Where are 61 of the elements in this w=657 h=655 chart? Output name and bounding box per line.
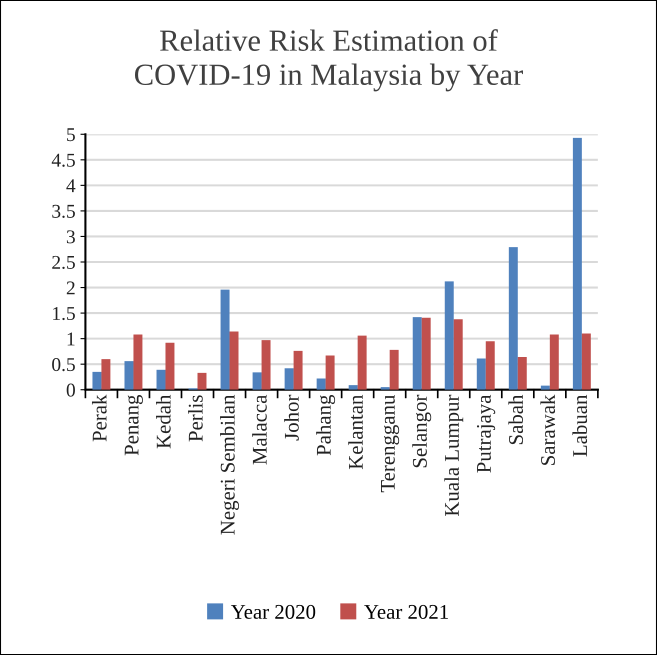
x-tick-label: Selangor: [412, 394, 432, 468]
bar: [156, 370, 166, 390]
bar: [92, 372, 102, 390]
bar: [508, 247, 518, 390]
x-tick-label: Pahang: [316, 394, 336, 456]
x-tick-label: Sarawak: [540, 394, 556, 465]
y-tick-label: 2: [66, 281, 75, 294]
x-tick-label: Perlis: [188, 395, 203, 442]
bar: [390, 350, 399, 390]
bar: [165, 342, 174, 390]
bar: [486, 341, 495, 390]
bar: [444, 281, 454, 390]
y-tick-label: 0: [66, 384, 75, 397]
bar: [133, 334, 142, 390]
bar: [582, 334, 591, 390]
legend-label: Year 2021: [364, 604, 448, 619]
bar: [348, 385, 358, 390]
x-tick-label: Negeri Sembilan: [220, 394, 240, 535]
y-tick-label: 1.5: [53, 307, 75, 320]
y-tick-label: 4: [66, 179, 76, 192]
bar: [230, 331, 239, 390]
bar: [572, 138, 582, 390]
y-tick-label: 1: [68, 332, 75, 346]
y-tick-label: 4.5: [52, 154, 75, 167]
y-tick-label: 2.5: [52, 256, 75, 270]
x-tick-label: Terengganu: [380, 394, 400, 492]
bar: [284, 368, 294, 390]
x-tick-label: Penang: [124, 394, 143, 456]
bar: [358, 336, 367, 390]
y-tick-label: 5: [67, 128, 75, 142]
x-tick-label: Labuan: [572, 394, 588, 456]
x-tick-label: Johor: [284, 394, 299, 440]
y-tick-label: 3.5: [52, 204, 75, 218]
bar: [476, 358, 486, 390]
bar: [252, 372, 262, 390]
legend-label: Year 2020: [230, 604, 316, 619]
x-tick-label: Putrajaya: [476, 394, 496, 473]
bar: [540, 386, 550, 390]
bar: [454, 319, 463, 390]
x-tick-label: Kedah: [156, 394, 171, 448]
bar: [101, 359, 110, 390]
bar: [412, 317, 422, 390]
bar: [220, 290, 230, 390]
bar: [316, 378, 326, 390]
bar: [262, 340, 271, 390]
chart-title: Relative Risk Estimation of COVID-19 in Malaysia by Year: [134, 29, 523, 92]
bar: [518, 357, 527, 390]
bar: [326, 355, 335, 390]
y-tick-label: 0.5: [52, 358, 75, 372]
x-tick-label: Kelantan: [348, 394, 363, 470]
y-tick-label: 3: [66, 230, 75, 244]
bar: [198, 372, 206, 390]
x-tick-label: Malacca: [252, 394, 267, 465]
bar: [380, 387, 390, 390]
bar: [422, 318, 431, 390]
bar: [294, 350, 303, 390]
bar: [550, 334, 559, 390]
x-tick-label: Kuala Lumpur: [444, 394, 464, 516]
x-tick-label: Sabah: [508, 394, 524, 444]
bar: [124, 361, 134, 390]
x-tick-label: Perak: [92, 394, 107, 442]
